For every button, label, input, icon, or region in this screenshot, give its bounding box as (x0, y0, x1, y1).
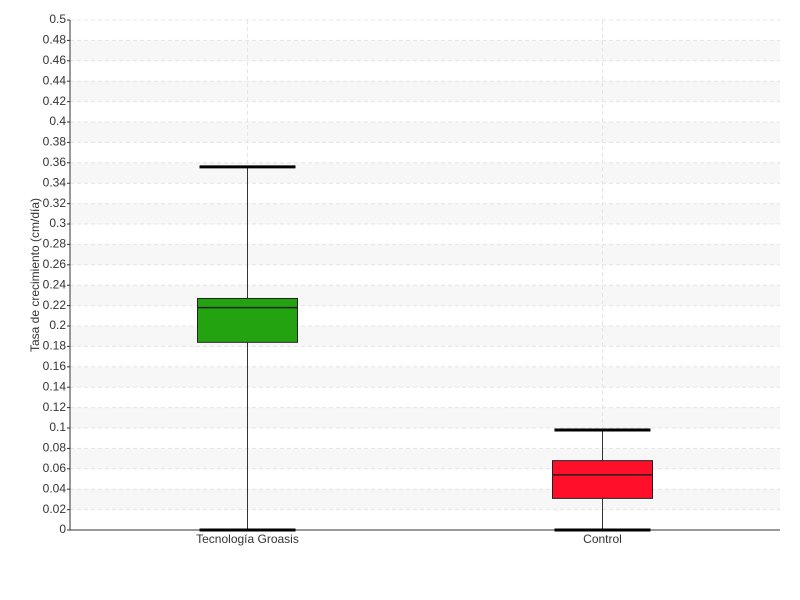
background-band (70, 489, 780, 510)
background-band (70, 40, 780, 61)
y-tick-label: 0.44 (43, 73, 67, 87)
y-tick-label: 0 (59, 522, 66, 536)
y-tick-label: 0.04 (43, 481, 67, 495)
y-tick-label: 0.2 (49, 318, 66, 332)
background-band (70, 285, 780, 306)
y-tick-label: 0.22 (43, 298, 67, 312)
y-tick-label: 0.18 (43, 339, 67, 353)
background-band (70, 326, 780, 347)
y-tick-label: 0.28 (43, 237, 67, 251)
background-band (70, 203, 780, 224)
y-tick-label: 0.14 (43, 379, 67, 393)
background-band (70, 407, 780, 428)
y-tick-label: 0.12 (43, 400, 67, 414)
y-tick-label: 0.4 (49, 114, 66, 128)
x-tick-label: Control (583, 532, 622, 546)
x-tick-label: Tecnología Groasis (196, 532, 299, 546)
box (197, 297, 298, 343)
y-tick-label: 0.02 (43, 502, 67, 516)
background-band (70, 81, 780, 102)
background-band (70, 448, 780, 469)
y-tick-label: 0.48 (43, 33, 67, 47)
y-tick-label: 0.36 (43, 155, 67, 169)
y-tick-label: 0.16 (43, 359, 67, 373)
background-band (70, 244, 780, 265)
y-tick-label: 0.08 (43, 441, 67, 455)
y-tick-label: 0.1 (49, 420, 66, 434)
background-band (70, 122, 780, 143)
y-tick-label: 0.5 (49, 12, 66, 26)
y-tick-label: 0.46 (43, 53, 67, 67)
y-tick-label: 0.42 (43, 94, 67, 108)
background-band (70, 162, 780, 184)
y-tick-label: 0.24 (43, 277, 67, 291)
background-band (70, 366, 780, 388)
y-tick-label: 0.3 (49, 216, 66, 230)
y-tick-label: 0.34 (43, 175, 67, 189)
y-tick-label: 0.38 (43, 135, 67, 149)
y-tick-label: 0.06 (43, 461, 67, 475)
y-tick-label: 0.32 (43, 196, 67, 210)
y-tick-label: 0.26 (43, 257, 67, 271)
box (552, 460, 653, 499)
y-axis-label: Tasa de crecimiento (cm/día) (28, 198, 42, 352)
